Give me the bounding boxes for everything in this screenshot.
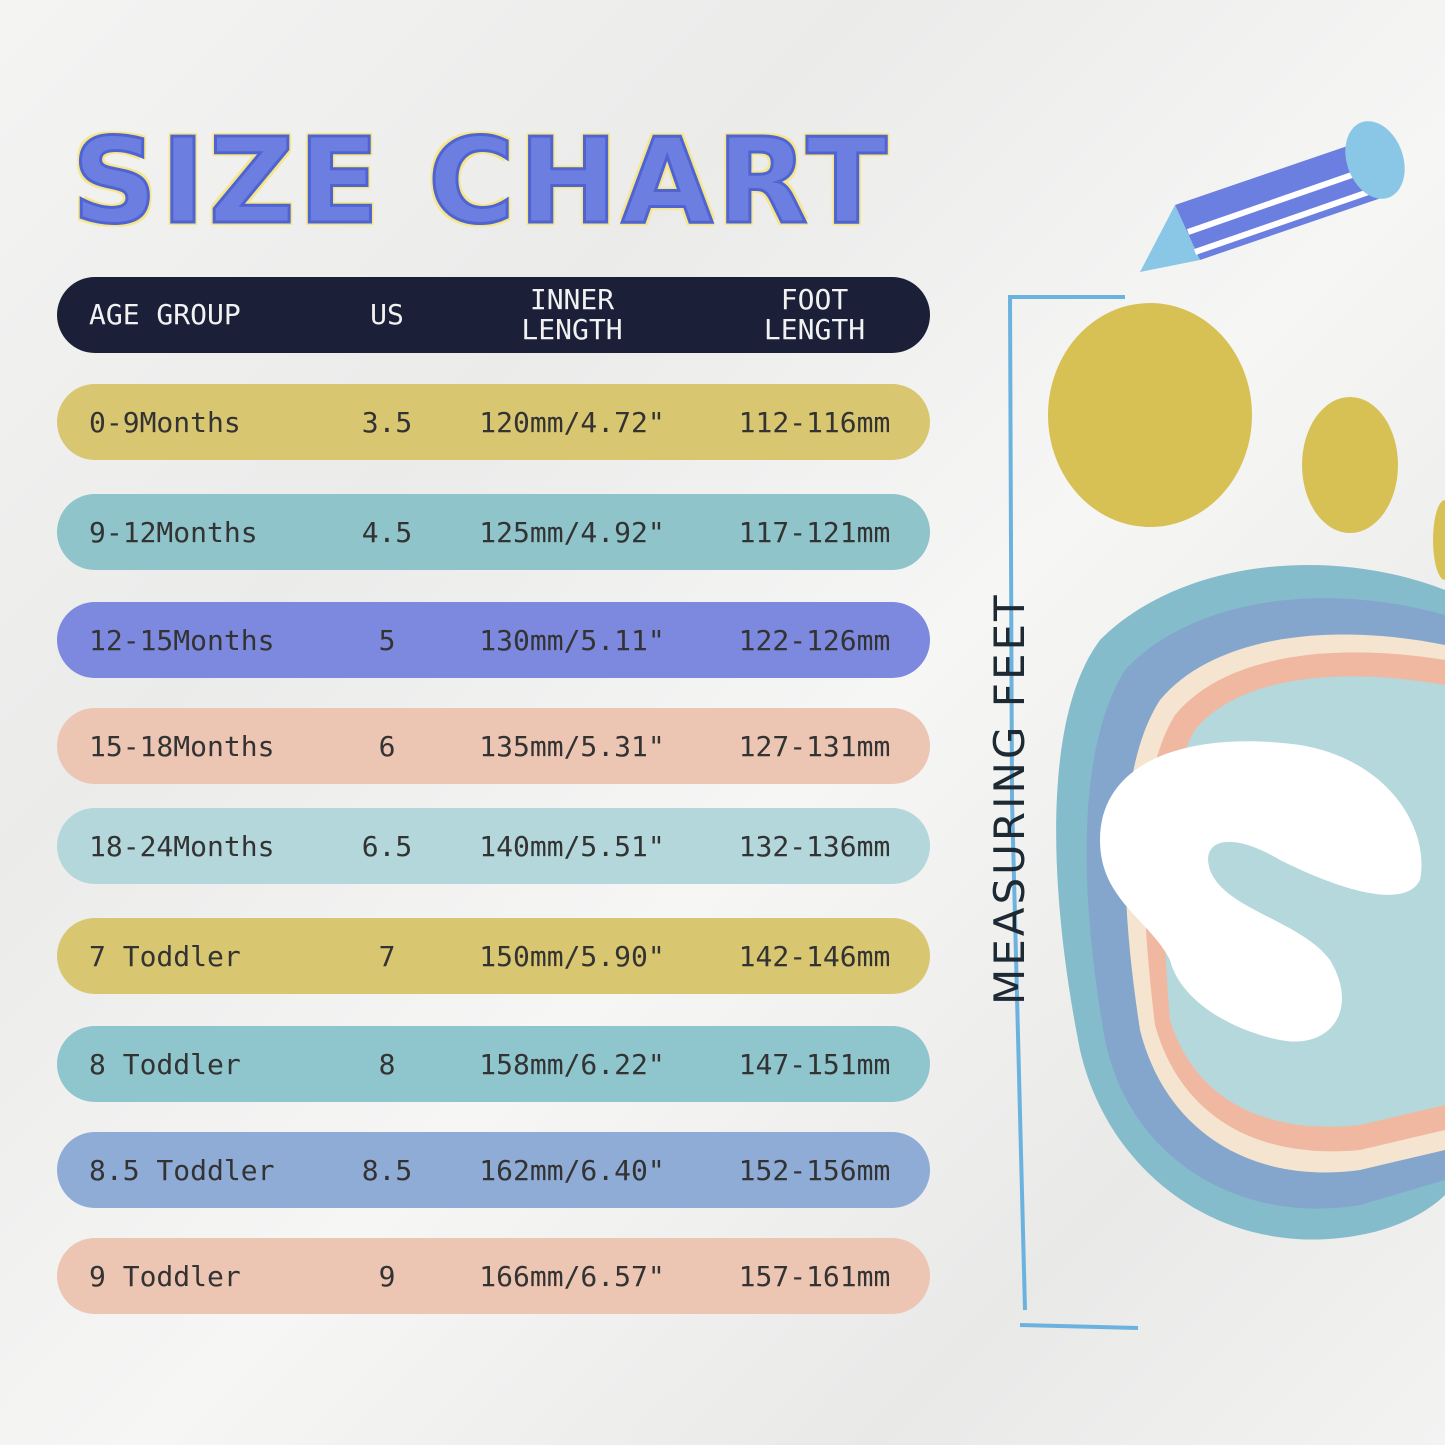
age-group-cell: 9 Toddler [89,1259,241,1293]
foot-length-cell: 152-156mm [738,1153,891,1187]
table-row: 9-12Months 4.5 125mm/4.92" 117-121mm [57,494,930,570]
foot-illustration [1007,121,1445,1330]
inner-length-cell: 140mm/5.51" [479,829,665,863]
table-row: 12-15Months 5 130mm/5.11" 122-126mm [57,602,930,678]
inner-length-cell: 135mm/5.31" [479,729,665,763]
measuring-bracket [1007,295,1139,1330]
header-foot-length: FOOT LENGTH [763,283,866,346]
us-size-cell: 4.5 [361,515,413,549]
us-size-cell: 8 [378,1047,396,1081]
foot-length-cell: 112-116mm [738,405,891,439]
inner-length-cell: 150mm/5.90" [479,939,665,973]
inner-length-cell: 120mm/4.72" [479,405,665,439]
age-group-cell: 12-15Months [89,623,275,657]
table-row: 8.5 Toddler 8.5 162mm/6.40" 152-156mm [57,1132,930,1208]
us-size-cell: 6 [378,729,396,763]
foot-length-cell: 142-146mm [738,939,891,973]
age-group-cell: 18-24Months [89,829,275,863]
us-size-cell: 5 [378,623,396,657]
us-size-cell: 6.5 [361,829,413,863]
pencil-icon [1140,121,1405,272]
us-size-cell: 8.5 [361,1153,413,1187]
table-row: 7 Toddler 7 150mm/5.90" 142-146mm [57,918,930,994]
age-group-cell: 7 Toddler [89,939,241,973]
us-size-cell: 9 [378,1259,396,1293]
table-row: 0-9Months 3.5 120mm/4.72" 112-116mm [57,384,930,460]
foot-length-cell: 132-136mm [738,829,891,863]
us-size-cell: 3.5 [361,405,413,439]
inner-length-cell: 158mm/6.22" [479,1047,665,1081]
table-row: 15-18Months 6 135mm/5.31" 127-131mm [57,708,930,784]
foot-length-cell: 117-121mm [738,515,891,549]
header-inner-length: INNER LENGTH [521,283,623,346]
inner-length-cell: 130mm/5.11" [479,623,665,657]
header-age-group: AGE GROUP [89,298,241,331]
footprint [1056,564,1445,1240]
foot-length-cell: 157-161mm [738,1259,891,1293]
table-row: 9 Toddler 9 166mm/6.57" 157-161mm [57,1238,930,1314]
inner-length-cell: 125mm/4.92" [479,515,665,549]
foot-length-cell: 127-131mm [738,729,891,763]
header-us: US [370,298,404,331]
inner-length-cell: 162mm/6.40" [479,1153,665,1187]
age-group-cell: 8.5 Toddler [89,1153,275,1187]
us-size-cell: 7 [378,939,396,973]
page-title: SIZE CHART [71,111,891,252]
age-group-cell: 0-9Months [89,405,241,439]
inner-length-cell: 166mm/6.57" [479,1259,665,1293]
foot-length-cell: 147-151mm [738,1047,891,1081]
foot-length-cell: 122-126mm [738,623,891,657]
age-group-cell: 15-18Months [89,729,275,763]
toe-circles [1048,303,1445,580]
measuring-feet-label: MEASURING FEET [985,592,1034,1005]
table-row: 18-24Months 6.5 140mm/5.51" 132-136mm [57,808,930,884]
age-group-cell: 8 Toddler [89,1047,241,1081]
table-row: 8 Toddler 8 158mm/6.22" 147-151mm [57,1026,930,1102]
age-group-cell: 9-12Months [89,515,258,549]
table-header: AGE GROUP US INNER LENGTH FOOT LENGTH [57,277,930,353]
